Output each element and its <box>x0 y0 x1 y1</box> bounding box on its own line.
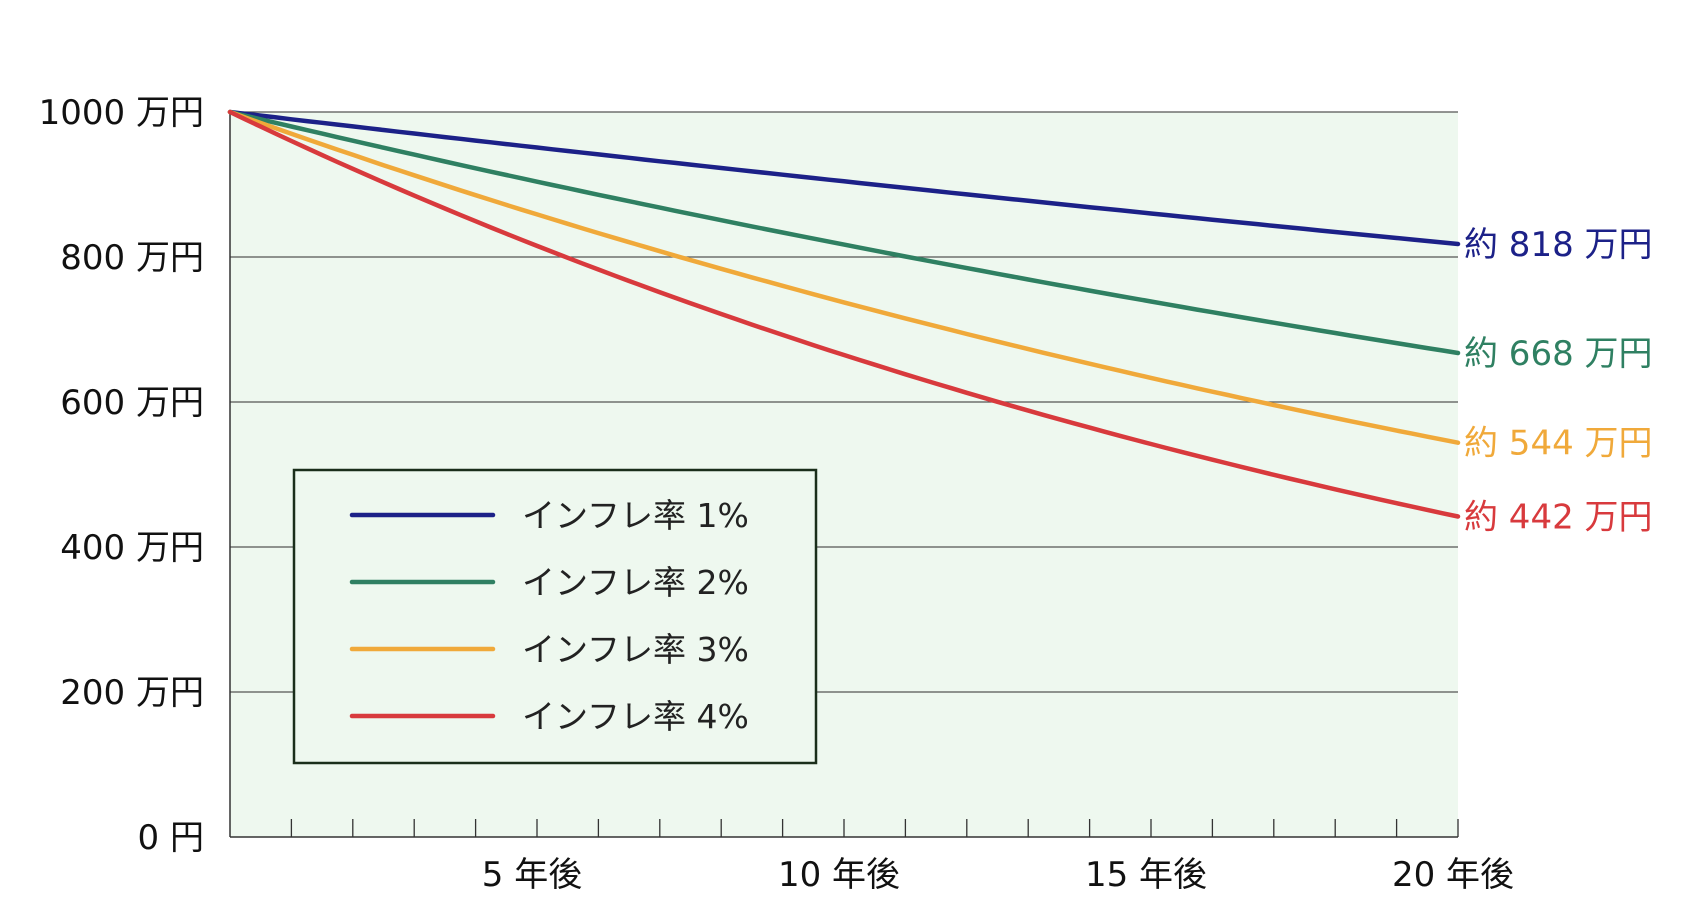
series-lines <box>227 109 1461 519</box>
legend-label: インフレ率 4% <box>522 697 749 736</box>
end-value-label: 約 668 万円 <box>1464 334 1653 374</box>
series-line <box>227 109 1461 356</box>
series-line <box>227 109 1461 519</box>
y-tick-label: 200 万円 <box>60 673 204 713</box>
y-tick-label: 600 万円 <box>60 383 204 423</box>
x-tick-label: 15 年後 <box>1085 855 1207 895</box>
end-value-label: 約 818 万円 <box>1464 225 1653 265</box>
y-axis: 0 円 200 万円 400 万円 600 万円 800 万円 1000 万円 <box>39 93 204 858</box>
y-tick-label: 400 万円 <box>60 528 204 568</box>
series-line <box>227 109 1461 247</box>
legend: インフレ率 1% インフレ率 2% インフレ率 3% インフレ率 4% <box>292 468 818 765</box>
x-tick-label: 10 年後 <box>778 855 900 895</box>
legend-label: インフレ率 2% <box>522 563 749 602</box>
x-tick-label: 5 年後 <box>482 855 582 895</box>
series-line <box>227 109 1461 445</box>
y-tick-label: 1000 万円 <box>39 93 204 133</box>
x-tick-label: 20 年後 <box>1392 855 1514 895</box>
x-axis: 5 年後 10 年後 15 年後 20 年後 <box>229 112 1514 895</box>
y-tick-label: 800 万円 <box>60 238 204 278</box>
legend-label: インフレ率 1% <box>522 496 749 535</box>
end-value-label: 約 442 万円 <box>1464 498 1653 538</box>
y-tick-label: 0 円 <box>138 818 204 858</box>
end-value-label: 約 544 万円 <box>1464 424 1653 464</box>
end-labels: 約 818 万円約 668 万円約 544 万円約 442 万円 <box>1464 225 1653 538</box>
legend-label: インフレ率 3% <box>522 630 749 669</box>
